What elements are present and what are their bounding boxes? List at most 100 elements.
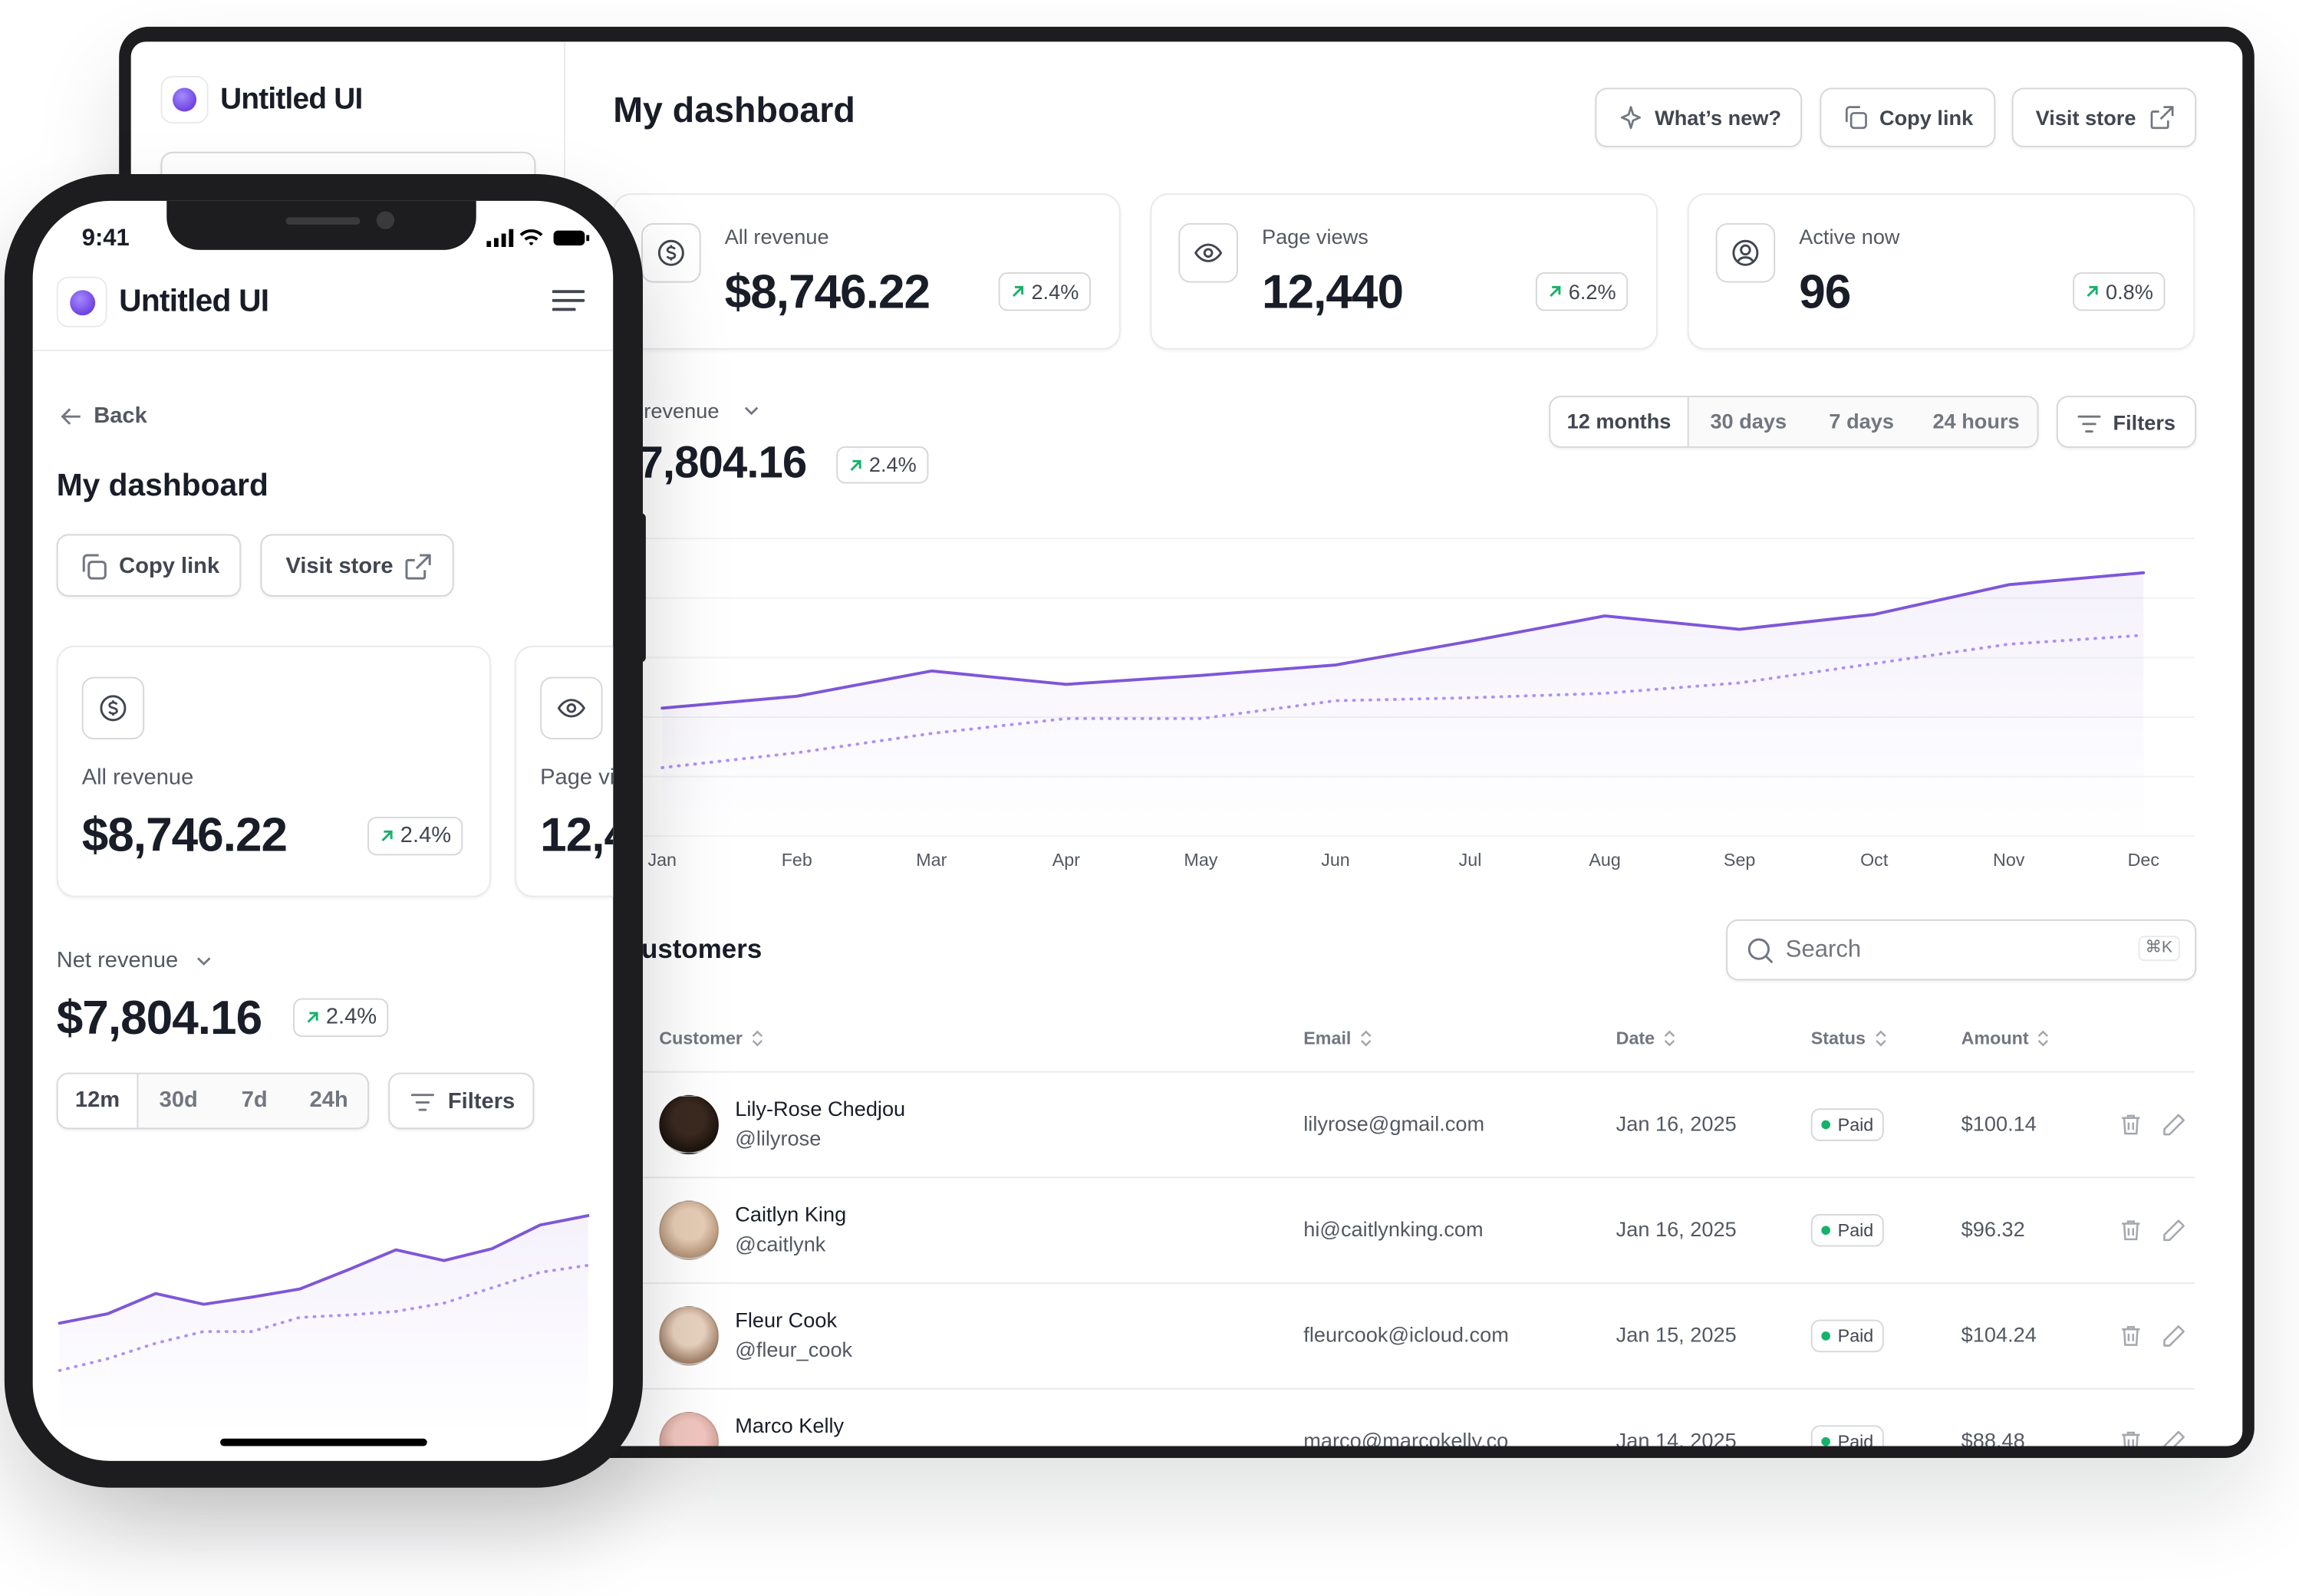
visit-store-button[interactable]: Visit store xyxy=(2011,87,2197,148)
range-tab[interactable]: 24h xyxy=(309,1088,348,1113)
column-header: Amount xyxy=(1961,1028,2051,1049)
x-tick-label: Dec xyxy=(2127,849,2159,870)
delete-icon[interactable] xyxy=(2117,1217,2144,1244)
amount: $96.32 xyxy=(1961,1216,2025,1241)
range-tab[interactable]: 7 days xyxy=(1829,409,1894,433)
range-tab[interactable]: 12m xyxy=(58,1074,139,1128)
edit-icon[interactable] xyxy=(2161,1428,2188,1446)
area xyxy=(59,1216,588,1436)
button-label: Visit store xyxy=(2035,105,2136,130)
line-series xyxy=(660,633,2146,769)
customer-name: Lily-Rose Chedjou xyxy=(735,1096,906,1120)
column-title: Amount xyxy=(1961,1028,2029,1049)
status-text: Paid xyxy=(1837,1325,1874,1347)
x-tick-label: Jun xyxy=(1321,849,1350,870)
revenue-chart xyxy=(640,538,2195,844)
back-link[interactable]: Back xyxy=(94,403,147,429)
icon xyxy=(1732,239,1759,266)
stat-value: 12,440 xyxy=(540,808,613,862)
edit-icon[interactable] xyxy=(2161,1322,2188,1349)
brand: Untitled UI xyxy=(220,83,363,117)
change-badge: 2.4% xyxy=(293,998,389,1038)
sort-icon xyxy=(1875,1030,1886,1047)
customer-date: Jan 14, 2025 xyxy=(1616,1428,1737,1446)
column-title: Email xyxy=(1303,1028,1352,1049)
amount: $88.48 xyxy=(1961,1428,2025,1446)
row-border xyxy=(640,1176,2195,1179)
delete-icon[interactable] xyxy=(2117,1322,2144,1349)
whats-new-button[interactable]: What’s new? xyxy=(1595,87,1803,148)
x-tick-label: Jul xyxy=(1458,849,1482,870)
filter-icon xyxy=(2077,415,2101,433)
up-arrow xyxy=(1013,285,1024,298)
avatar xyxy=(659,1306,719,1366)
back-arrow xyxy=(61,408,81,425)
range-tab[interactable]: 24 hours xyxy=(1932,409,2020,433)
customer-handle: @fleur_cook xyxy=(735,1337,853,1361)
icon xyxy=(557,699,586,718)
copy-icon xyxy=(1845,106,1867,130)
camera xyxy=(376,211,395,229)
avatar xyxy=(659,1411,719,1446)
customer-handle: @lilyrose xyxy=(735,1126,822,1150)
notch xyxy=(166,200,476,250)
sort-icon xyxy=(2038,1030,2049,1047)
stat-icon xyxy=(540,676,603,740)
x-tick-label: Sep xyxy=(1723,849,1756,870)
button-label: Visit store xyxy=(285,553,394,579)
change-badge: 2.4% xyxy=(836,446,929,484)
sparkle-icon xyxy=(1621,106,1642,130)
visit-store-button[interactable]: Visit store xyxy=(260,534,454,597)
x-tick-label: Aug xyxy=(1589,849,1621,870)
stat-icon xyxy=(1178,222,1238,283)
copy-icon xyxy=(82,554,107,580)
customers-title: Customers xyxy=(621,934,762,964)
phone-side-button xyxy=(637,513,646,663)
revenue-chart xyxy=(58,1214,590,1436)
area xyxy=(662,572,2144,844)
filters-button[interactable]: Filters xyxy=(2056,395,2197,448)
range-tab[interactable]: 12 months xyxy=(1550,397,1689,446)
stat-label: Page views xyxy=(540,765,614,791)
customer-email: hi@caitlynking.com xyxy=(1303,1216,1484,1241)
menu-icon[interactable] xyxy=(552,287,585,314)
stat-value: $8,746.22 xyxy=(81,808,288,862)
edit-icon[interactable] xyxy=(2161,1111,2188,1138)
copy-link-button[interactable]: Copy link xyxy=(56,534,242,597)
delete-icon[interactable] xyxy=(2117,1111,2144,1138)
search-input[interactable]: Search ⌘K xyxy=(1726,919,2197,981)
range-tab[interactable]: 7d xyxy=(241,1088,268,1113)
phone-screen: 9:41 Untitled UI Back My dashboard Copy … xyxy=(32,200,614,1461)
delete-icon[interactable] xyxy=(2117,1428,2144,1446)
stat-icon xyxy=(641,222,701,283)
filters-button[interactable]: Filters xyxy=(388,1072,535,1130)
filter-icon xyxy=(410,1094,434,1111)
range-tab[interactable]: 30d xyxy=(159,1088,198,1113)
stat-label: All revenue xyxy=(724,224,829,248)
stat-label: Active now xyxy=(1799,224,1900,248)
status-dot xyxy=(1821,1436,1830,1446)
badge-text: 6.2% xyxy=(1568,278,1616,303)
copy-link-button[interactable]: Copy link xyxy=(1820,87,1996,148)
badge-text: 2.4% xyxy=(1031,278,1079,303)
range-tab[interactable]: 30 days xyxy=(1710,409,1787,433)
x-tick-label: May xyxy=(1184,849,1218,870)
stat-label: Page views xyxy=(1261,224,1369,248)
brand: Untitled UI xyxy=(119,284,269,319)
status-badge: Paid xyxy=(1810,1108,1884,1141)
net-revenue-label: Net revenue xyxy=(56,947,179,973)
stat-icon xyxy=(81,676,145,740)
chevron-icon xyxy=(744,406,759,416)
column-title: Customer xyxy=(659,1028,743,1049)
stat-label: All revenue xyxy=(81,765,194,791)
range-tabs: 12m 30d 7d 24h xyxy=(56,1072,370,1130)
change-badge: 2.4% xyxy=(998,271,1091,311)
customer-date: Jan 16, 2025 xyxy=(1616,1111,1737,1136)
customer-date: Jan 15, 2025 xyxy=(1616,1322,1737,1347)
logo xyxy=(56,276,107,327)
amount: $100.14 xyxy=(1961,1111,2037,1136)
search-icon xyxy=(1747,938,1774,964)
edit-icon[interactable] xyxy=(2161,1217,2188,1244)
column-header: Customer xyxy=(659,1028,765,1049)
